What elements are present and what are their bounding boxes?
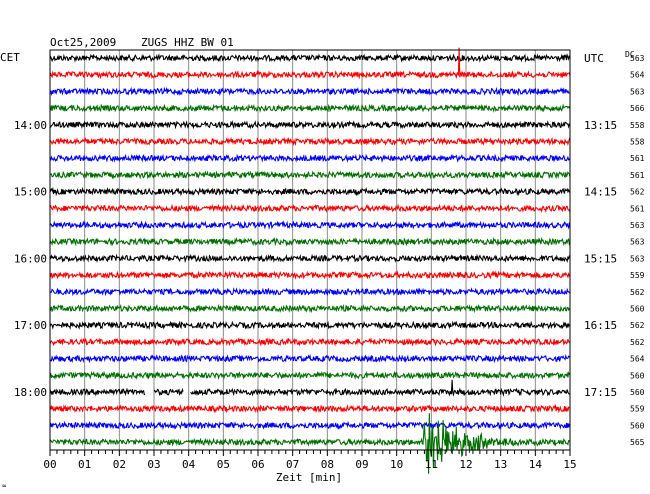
trace-row-7 bbox=[49, 153, 571, 163]
trace-row-13 bbox=[49, 253, 570, 264]
dc-offset-label: 563 bbox=[630, 54, 645, 63]
trace-row-21 bbox=[49, 379, 571, 397]
x-tick-label: 04 bbox=[182, 458, 196, 471]
trace-row-3 bbox=[49, 86, 571, 97]
dc-offset-label: 560 bbox=[630, 371, 645, 380]
left-hour-label: 14:00 bbox=[14, 119, 47, 132]
seismic-traces bbox=[49, 47, 571, 474]
trace-row-18 bbox=[49, 337, 571, 347]
dc-offset-label: 559 bbox=[630, 271, 645, 280]
x-axis: 00 01 02 03 04 05 06 07 08 09 10 11 12 13 14 15 bbox=[43, 450, 577, 471]
dc-offset-label: 559 bbox=[630, 405, 645, 414]
dc-offset-label: 564 bbox=[630, 355, 645, 364]
trace-row-14 bbox=[49, 270, 571, 280]
x-tick-label: 06 bbox=[251, 458, 264, 471]
x-tick-label: 01 bbox=[78, 458, 91, 471]
x-tick-label: 13 bbox=[494, 458, 507, 471]
trace-row-9 bbox=[49, 186, 571, 197]
trace-row-16 bbox=[49, 303, 571, 314]
dc-offset-label: 562 bbox=[630, 188, 645, 197]
right-hour-label: UTC bbox=[584, 52, 604, 65]
right-hour-label: 14:15 bbox=[584, 186, 617, 199]
x-tick-label: 11 bbox=[425, 458, 438, 471]
trace-row-1 bbox=[49, 53, 571, 63]
left-hour-labels: 14:00 15:00 16:00 17:00 18:00 bbox=[14, 119, 47, 399]
left-hour-label: 18:00 bbox=[14, 386, 47, 399]
dc-offset-label: 562 bbox=[630, 338, 645, 347]
dc-offset-label: 560 bbox=[630, 421, 645, 430]
trace-row-10 bbox=[49, 203, 571, 213]
trace-row-8 bbox=[49, 170, 571, 180]
dc-offset-label: 565 bbox=[630, 438, 645, 447]
dc-offset-label: 561 bbox=[630, 154, 645, 163]
trace-row-11 bbox=[49, 220, 571, 230]
dc-offset-labels: 563 564 563 566 558 558 561 561 562 561 563 563 563 5… bbox=[630, 54, 645, 447]
x-tick-label: 14 bbox=[529, 458, 543, 471]
x-axis-title: Zeit [min] bbox=[276, 471, 342, 484]
trace-row-12 bbox=[49, 236, 571, 247]
trace-row-17 bbox=[49, 320, 571, 331]
left-hour-label: 16:00 bbox=[14, 252, 47, 265]
x-tick-label: 15 bbox=[563, 458, 576, 471]
x-tick-label: 02 bbox=[113, 458, 126, 471]
x-tick-label: 08 bbox=[321, 458, 334, 471]
trace-row-23 bbox=[49, 420, 571, 431]
trace-row-19 bbox=[49, 353, 571, 364]
dc-offset-label: 563 bbox=[630, 238, 645, 247]
dc-offset-label: 562 bbox=[630, 321, 645, 330]
dc-offset-label: 560 bbox=[630, 305, 645, 314]
left-timezone-label: CET bbox=[0, 51, 20, 64]
chart-station: ZUGS HHZ BW 01 bbox=[141, 36, 234, 49]
plot-frame bbox=[49, 49, 571, 451]
x-tick-label: 12 bbox=[459, 458, 472, 471]
trace-row-4 bbox=[49, 103, 571, 113]
x-tick-label: 07 bbox=[286, 458, 299, 471]
trace-row-24 bbox=[49, 413, 571, 474]
left-hour-label: 17:00 bbox=[14, 319, 47, 332]
right-hour-label: 15:15 bbox=[584, 252, 617, 265]
trace-row-6 bbox=[49, 136, 571, 147]
dc-header-label: DC bbox=[625, 50, 635, 59]
corner-mark: ≈ bbox=[2, 482, 6, 490]
dc-offset-label: 560 bbox=[630, 388, 645, 397]
dc-offset-label: 562 bbox=[630, 288, 645, 297]
x-tick-label: 05 bbox=[217, 458, 230, 471]
dc-offset-label: 561 bbox=[630, 204, 645, 213]
trace-row-2 bbox=[49, 47, 571, 80]
chart-date: Oct25,2009 bbox=[50, 36, 116, 49]
trace-row-22 bbox=[49, 403, 571, 414]
right-hour-label: 16:15 bbox=[584, 319, 617, 332]
dc-offset-label: 558 bbox=[630, 121, 645, 130]
dc-offset-label: 563 bbox=[630, 87, 645, 96]
minute-gridlines bbox=[84, 50, 536, 450]
left-hour-label: 15:00 bbox=[14, 186, 47, 199]
dc-offset-label: 566 bbox=[630, 104, 645, 113]
x-tick-label: 03 bbox=[147, 458, 160, 471]
dc-offset-label: 558 bbox=[630, 138, 645, 147]
trace-row-5 bbox=[50, 120, 571, 130]
dc-offset-label: 564 bbox=[630, 71, 645, 80]
x-tick-label: 10 bbox=[390, 458, 403, 471]
right-hour-labels: UTC 13:15 14:15 15:15 16:15 17:15 bbox=[584, 52, 617, 399]
right-hour-label: 17:15 bbox=[584, 386, 617, 399]
x-tick-label: 00 bbox=[43, 458, 56, 471]
right-hour-label: 13:15 bbox=[584, 119, 617, 132]
trace-row-20 bbox=[49, 370, 571, 381]
dc-offset-label: 563 bbox=[630, 221, 645, 230]
dc-offset-label: 563 bbox=[630, 254, 645, 263]
dc-offset-label: 561 bbox=[630, 171, 645, 180]
x-tick-label: 09 bbox=[355, 458, 368, 471]
trace-row-15 bbox=[49, 287, 571, 297]
